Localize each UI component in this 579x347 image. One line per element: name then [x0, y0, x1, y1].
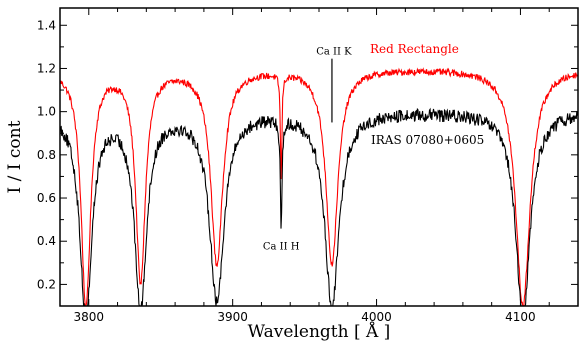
y-tick-label: 0.8 — [37, 148, 56, 162]
annotations-layer: Ca II H Ca II K — [263, 47, 352, 253]
series-label-0: Red Rectangle — [370, 42, 459, 56]
y-axis-title: I / I cont — [5, 120, 25, 193]
y-tick-label: 0.6 — [37, 191, 56, 205]
annotation-ca-ii-h: Ca II H — [263, 242, 300, 253]
annotation-ca-ii-k: Ca II K — [316, 47, 352, 58]
y-tick-label: 0.4 — [37, 234, 56, 248]
series-line-1 — [59, 107, 578, 307]
y-tick-label: 1.4 — [37, 18, 56, 32]
x-axis-title: Wavelength [ Å ] — [248, 321, 391, 342]
y-tick-label: 1.2 — [37, 61, 56, 75]
y-tick-label: 0.2 — [37, 277, 56, 291]
series-layer: Red Rectangle IRAS 07080+0605 — [59, 42, 578, 307]
series-line-0 — [59, 67, 578, 307]
y-tick-label: 1.0 — [37, 105, 56, 119]
x-tick-label: 4000 — [361, 310, 392, 324]
x-tick-label: 4100 — [505, 310, 536, 324]
ticks-layer: 3800 3900 4000 4100 0.2 0.4 0.6 0.8 1.0 1.2 1.4 — [37, 8, 579, 324]
x-tick-label: 3800 — [74, 310, 105, 324]
x-tick-label: 3900 — [217, 310, 248, 324]
series-label-1: IRAS 07080+0605 — [371, 133, 484, 147]
